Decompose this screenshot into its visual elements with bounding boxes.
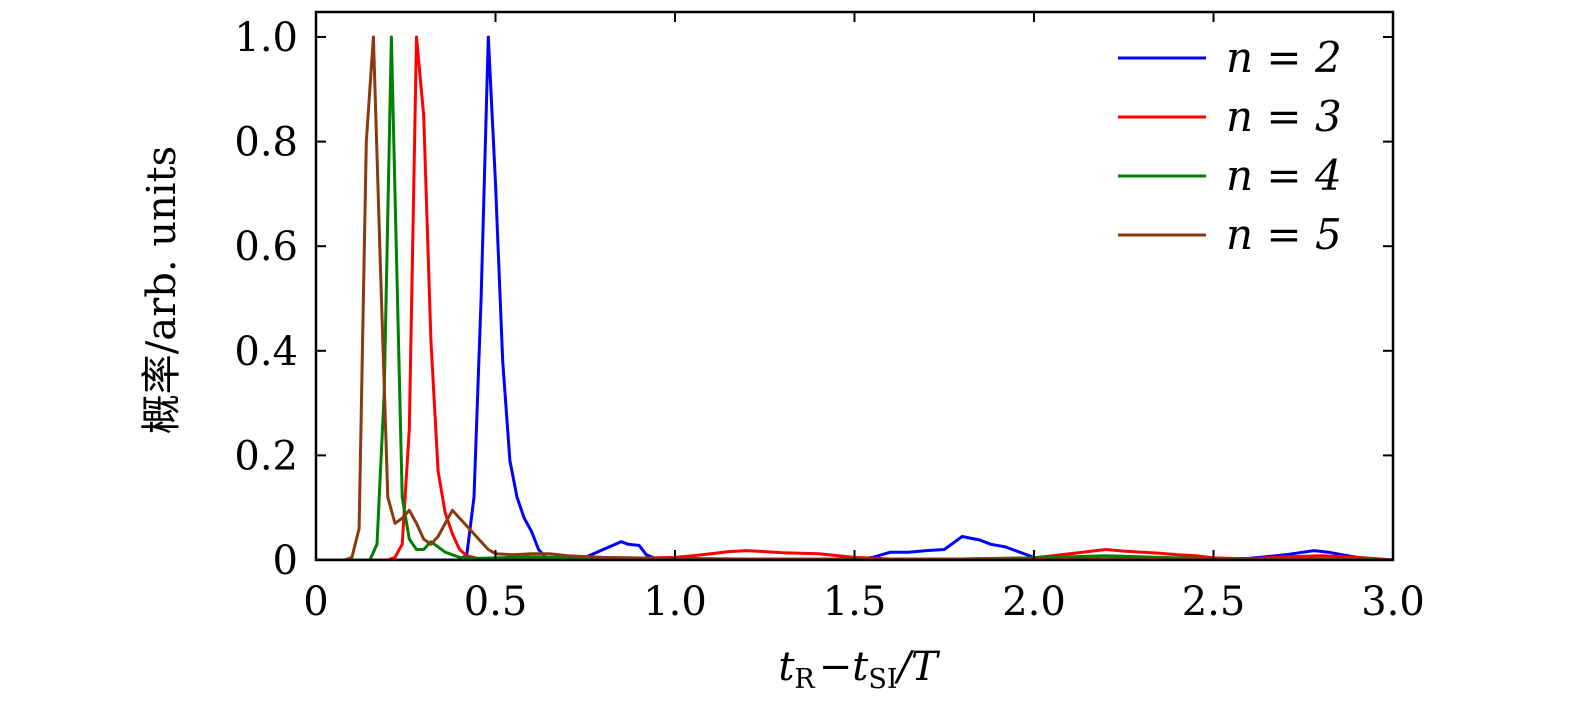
- y-tick-label: 0: [273, 538, 298, 584]
- x-tick-label: 0.5: [464, 579, 528, 625]
- series-line-2: [316, 35, 1393, 560]
- y-tick-label: 0.4: [234, 329, 298, 375]
- legend-label-4: n = 5: [1226, 210, 1342, 259]
- y-tick-labels: 0 0.2 0.4 0.6 0.8 1.0: [234, 15, 298, 584]
- x-tick-label: 1.0: [643, 579, 707, 625]
- x-tick-label: 2.5: [1182, 579, 1246, 625]
- y-tick-label: 1.0: [234, 15, 298, 61]
- y-tick-label: 0.8: [234, 120, 298, 166]
- legend-label-2: n = 3: [1226, 92, 1342, 141]
- x-tick-label: 0: [303, 579, 328, 625]
- y-axis-label: 概率/arb. units: [139, 146, 185, 434]
- ticks-layer: [315, 12, 1394, 561]
- legend: n = 2 n = 3 n = 4 n = 5: [1118, 33, 1342, 259]
- legend-label-1: n = 2: [1226, 33, 1342, 82]
- x-tick-labels: 0 0.5 1.0 1.5 2.0 2.5 3.0: [303, 579, 1425, 625]
- series-line-3: [316, 35, 1393, 560]
- legend-label-3: n = 4: [1226, 151, 1342, 200]
- x-axis-label: tR −tSI/T: [778, 644, 941, 695]
- x-tick-label: 3.0: [1361, 579, 1425, 625]
- x-tick-label: 1.5: [823, 579, 887, 625]
- series-line-4: [316, 35, 1393, 560]
- y-tick-label: 0.2: [234, 433, 298, 479]
- y-tick-label: 0.6: [234, 224, 298, 270]
- x-tick-label: 2.0: [1002, 579, 1066, 625]
